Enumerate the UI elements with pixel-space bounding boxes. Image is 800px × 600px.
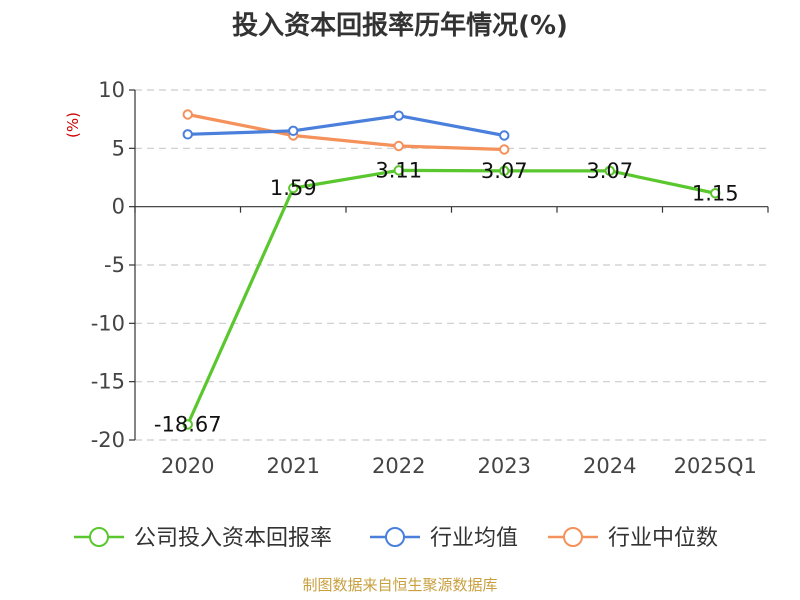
series-line-2 — [187, 112, 505, 152]
legend-swatch-marker — [563, 527, 583, 547]
x-tick-label: 2023 — [478, 454, 531, 478]
y-tick-label: -5 — [104, 253, 125, 277]
x-tick-label: 2022 — [372, 454, 425, 478]
legend-item-0: 公司投入资本回报率 — [74, 526, 332, 551]
data-point — [393, 110, 404, 121]
y-tick-label: 10 — [98, 78, 125, 102]
data-label: 1.59 — [270, 176, 317, 200]
data-point — [499, 130, 510, 141]
legend-item-1: 行业均值 — [370, 526, 518, 551]
series-group — [182, 109, 721, 430]
y-tick-label: -10 — [91, 311, 125, 335]
data-label: 3.07 — [481, 159, 528, 183]
y-tick-label: 5 — [112, 136, 125, 160]
axes — [129, 89, 769, 441]
data-labels: -18.67 1.59 3.11 3.07 3.07 1.15 — [154, 158, 739, 436]
x-tick-label: 2021 — [267, 454, 320, 478]
x-tick-label: 2020 — [161, 454, 214, 478]
x-tick-label: 2024 — [583, 454, 636, 478]
series-line-1 — [187, 114, 505, 138]
data-point — [182, 109, 193, 120]
grid-lines — [135, 89, 768, 441]
legend-swatch-marker — [385, 527, 405, 547]
legend-swatch-marker — [89, 527, 109, 547]
data-point — [499, 165, 510, 177]
x-tick-label: 2025Q1 — [674, 454, 757, 478]
y-tick-label: -15 — [91, 370, 125, 394]
data-point — [393, 165, 404, 176]
y-tick-labels: 10 5 0 -5 -10 -15 -20 — [91, 78, 125, 452]
legend-label: 行业均值 — [430, 526, 518, 551]
chart-title: 投入资本回报率历年情况(%) — [232, 10, 568, 41]
data-label: 3.07 — [586, 159, 633, 183]
x-tick-labels: 2020 2021 2022 2023 2024 2025Q1 — [161, 454, 757, 478]
data-point — [393, 140, 404, 152]
data-point — [288, 125, 299, 137]
series-line-0 — [186, 168, 716, 426]
data-point — [182, 129, 193, 140]
source-note: 制图数据来自恒生聚源数据库 — [302, 576, 497, 594]
data-point — [182, 419, 193, 430]
data-label: 3.11 — [375, 158, 422, 182]
legend-label: 行业中位数 — [608, 526, 718, 551]
y-tick-label: -20 — [91, 428, 125, 452]
data-point — [288, 182, 299, 194]
legend-label: 公司投入资本回报率 — [134, 526, 332, 551]
data-point — [499, 144, 510, 155]
legend-item-2: 行业中位数 — [548, 526, 718, 551]
data-point — [710, 188, 721, 199]
data-label: -18.67 — [154, 412, 222, 436]
y-tick-label: 0 — [112, 195, 125, 219]
legend: 公司投入资本回报率 行业均值 行业中位数 — [74, 526, 718, 551]
data-point — [604, 165, 615, 177]
data-label: 1.15 — [692, 181, 739, 205]
y-axis-label: (%) — [64, 112, 82, 138]
